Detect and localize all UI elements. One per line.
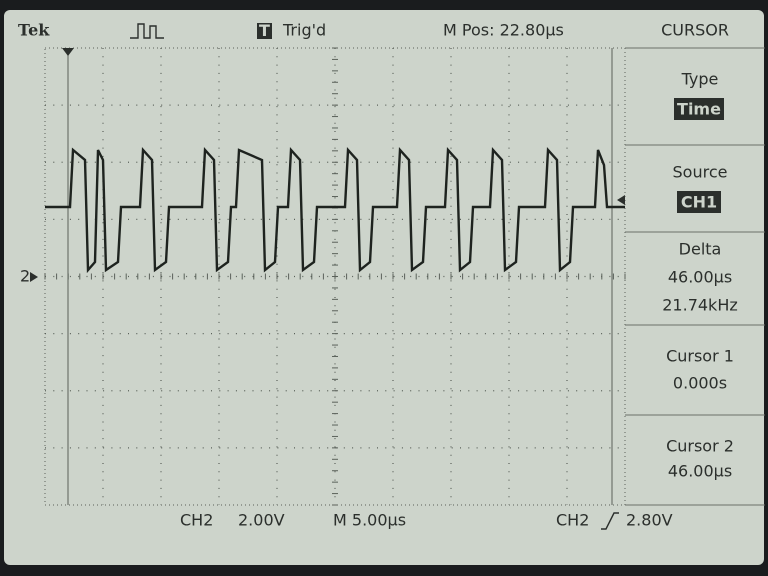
volts-per-div: 2.00V — [238, 511, 285, 530]
menu-label[interactable]: Source — [673, 163, 728, 182]
oscilloscope: 2 Tek T Trig'd M Pos: 22.80µs CURSOR Typ… — [0, 0, 768, 576]
channel-marker: 2 — [20, 267, 30, 286]
trigger-icon: T — [259, 21, 270, 40]
timebase: M 5.00µs — [333, 511, 406, 530]
menu-label: Delta — [679, 240, 722, 259]
menu-label[interactable]: Cursor 2 — [666, 437, 734, 456]
trigger-status: Trig'd — [282, 21, 326, 40]
brand: Tek — [18, 21, 50, 40]
menu-title: CURSOR — [661, 21, 729, 40]
trigger-level: 2.80V — [626, 511, 673, 530]
channel-label: CH2 — [180, 511, 213, 530]
menu-value: 46.00µs — [668, 268, 732, 287]
menu-label[interactable]: Type — [681, 70, 719, 89]
menu-value: 0.000s — [673, 374, 727, 393]
trigger-channel: CH2 — [556, 511, 589, 530]
horizontal-position: M Pos: 22.80µs — [443, 21, 564, 40]
menu-value: 21.74kHz — [662, 296, 738, 315]
menu-value[interactable]: CH1 — [681, 193, 717, 212]
menu-value: 46.00µs — [668, 462, 732, 481]
menu-value[interactable]: Time — [677, 100, 721, 119]
screen-background — [4, 10, 764, 565]
menu-label[interactable]: Cursor 1 — [666, 347, 734, 366]
